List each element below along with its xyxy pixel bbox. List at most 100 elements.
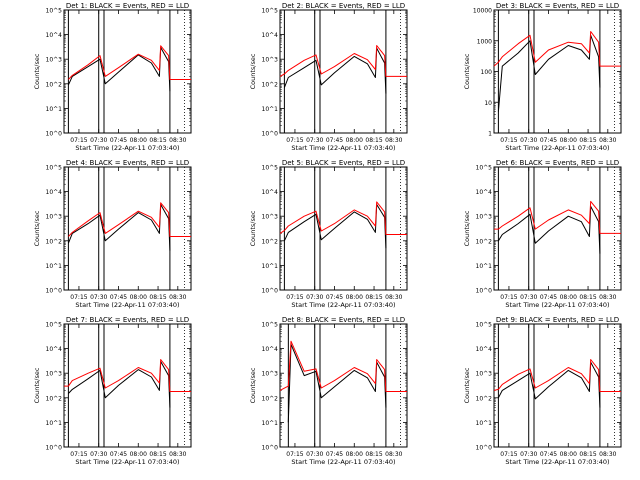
y-axis-label: Counts/sec	[249, 210, 257, 246]
y-tick-label: 10^4	[262, 346, 279, 353]
panel-title: Det 7: BLACK = Events, RED = LLD	[66, 316, 189, 324]
y-tick-label: 10^1	[262, 106, 279, 113]
x-tick-label: 07:45	[326, 137, 343, 144]
x-axis-label: Start Time (22-Apr-11 07:03:40)	[75, 144, 179, 152]
x-tick-label: 07:15	[70, 294, 87, 301]
series-lld-line	[279, 340, 407, 392]
plot-frame	[279, 323, 408, 448]
y-tick-label: 10^1	[476, 420, 493, 427]
panel-det-3: Det 3: BLACK = Events, RED = LLD 1 10 100 10…	[463, 2, 622, 152]
series-lld-line	[279, 201, 407, 235]
plot-frame	[279, 166, 408, 291]
panel-det-7: Det 7: BLACK = Events, RED = LLD 10^0 10^1…	[33, 316, 192, 466]
y-tick-label: 10^1	[262, 263, 279, 270]
y-tick-label: 10^1	[46, 263, 63, 270]
y-axis-label: Counts/sec	[33, 210, 41, 246]
x-tick-label: 08:15	[365, 451, 382, 458]
y-tick-label: 10^3	[262, 371, 279, 378]
y-tick-label: 10^2	[262, 395, 279, 402]
x-tick-label: 07:30	[90, 137, 107, 144]
x-axis-label: Start Time (22-Apr-11 07:03:40)	[291, 144, 395, 152]
x-tick-label: 07:45	[540, 451, 557, 458]
x-tick-label: 08:00	[130, 294, 147, 301]
plot-frame	[63, 166, 192, 291]
panel-det-8: Det 8: BLACK = Events, RED = LLD 10^0 10^1…	[249, 316, 408, 466]
x-tick-label: 08:30	[385, 451, 402, 458]
x-tick-label: 08:15	[149, 294, 166, 301]
x-tick-label: 08:00	[346, 137, 363, 144]
x-tick-label: 08:00	[560, 137, 577, 144]
x-tick-label: 07:15	[70, 137, 87, 144]
x-tick-label: 07:30	[520, 451, 537, 458]
x-tick-label: 08:15	[579, 294, 596, 301]
x-tick-label: 07:30	[520, 294, 537, 301]
y-tick-label: 1000	[477, 38, 492, 45]
x-tick-label: 08:00	[560, 294, 577, 301]
x-tick-label: 07:15	[286, 294, 303, 301]
y-tick-label: 10^5	[262, 165, 279, 172]
y-tick-label: 10^0	[46, 131, 63, 138]
y-tick-label: 10^4	[46, 32, 63, 39]
y-tick-label: 10^4	[46, 189, 63, 196]
plot-frame	[493, 166, 622, 291]
series-events-line	[283, 204, 387, 249]
x-tick-label: 07:45	[110, 451, 127, 458]
panel-title: Det 6: BLACK = Events, RED = LLD	[496, 159, 619, 167]
x-tick-label: 07:45	[326, 294, 343, 301]
y-tick-label: 10^2	[46, 395, 63, 402]
x-tick-label: 08:00	[130, 137, 147, 144]
x-tick-label: 07:30	[306, 294, 323, 301]
y-tick-label: 10^3	[46, 57, 63, 64]
x-tick-label: 08:15	[149, 137, 166, 144]
x-tick-label: 08:00	[130, 451, 147, 458]
series-lld-line	[493, 359, 621, 392]
y-tick-label: 10^0	[46, 288, 63, 295]
x-axis-label: Start Time (22-Apr-11 07:03:40)	[291, 458, 395, 466]
x-tick-label: 08:30	[385, 137, 402, 144]
x-tick-label: 08:30	[599, 294, 616, 301]
y-tick-label: 10^5	[262, 8, 279, 15]
panel-det-4: Det 4: BLACK = Events, RED = LLD 10^0 10^1…	[33, 159, 192, 309]
series-events-line	[497, 361, 601, 408]
x-tick-label: 07:30	[520, 137, 537, 144]
y-tick-label: 10^4	[262, 32, 279, 39]
x-tick-label: 08:30	[599, 137, 616, 144]
y-tick-label: 10^2	[46, 81, 63, 88]
series-events-line	[497, 205, 601, 254]
panel-title: Det 4: BLACK = Events, RED = LLD	[66, 159, 189, 167]
y-tick-label: 10^3	[262, 57, 279, 64]
y-tick-label: 10^5	[46, 322, 63, 329]
y-tick-label: 10^0	[262, 288, 279, 295]
x-axis-label: Start Time (22-Apr-11 07:03:40)	[505, 458, 609, 466]
y-tick-label: 10^4	[476, 189, 493, 196]
x-tick-label: 07:30	[90, 451, 107, 458]
y-tick-label: 1	[488, 131, 492, 138]
x-tick-label: 08:30	[169, 294, 186, 301]
x-tick-label: 08:00	[560, 451, 577, 458]
y-tick-label: 10^3	[262, 214, 279, 221]
y-tick-label: 10^3	[46, 371, 63, 378]
plot-frame	[63, 9, 192, 134]
x-axis-label: Start Time (22-Apr-11 07:03:40)	[75, 301, 179, 309]
series-lld-line	[68, 202, 191, 237]
x-tick-label: 08:30	[169, 137, 186, 144]
x-tick-label: 08:15	[365, 137, 382, 144]
x-tick-label: 07:15	[286, 451, 303, 458]
series-lld-line	[64, 359, 191, 392]
y-tick-label: 10^2	[476, 238, 493, 245]
x-tick-label: 08:15	[149, 451, 166, 458]
y-tick-label: 10^2	[262, 81, 279, 88]
series-events-line	[68, 361, 171, 408]
x-axis-label: Start Time (22-Apr-11 07:03:40)	[291, 301, 395, 309]
x-tick-label: 07:15	[286, 137, 303, 144]
y-tick-label: 10000	[473, 8, 492, 15]
x-tick-label: 07:45	[110, 137, 127, 144]
x-tick-label: 08:15	[365, 294, 382, 301]
y-axis-label: Counts/sec	[463, 210, 471, 246]
panel-det-9: Det 9: BLACK = Events, RED = LLD 10^0 10^1…	[463, 316, 622, 466]
panel-title: Det 5: BLACK = Events, RED = LLD	[282, 159, 405, 167]
x-axis-label: Start Time (22-Apr-11 07:03:40)	[75, 458, 179, 466]
x-tick-label: 08:30	[385, 294, 402, 301]
plot-frame	[63, 323, 192, 448]
